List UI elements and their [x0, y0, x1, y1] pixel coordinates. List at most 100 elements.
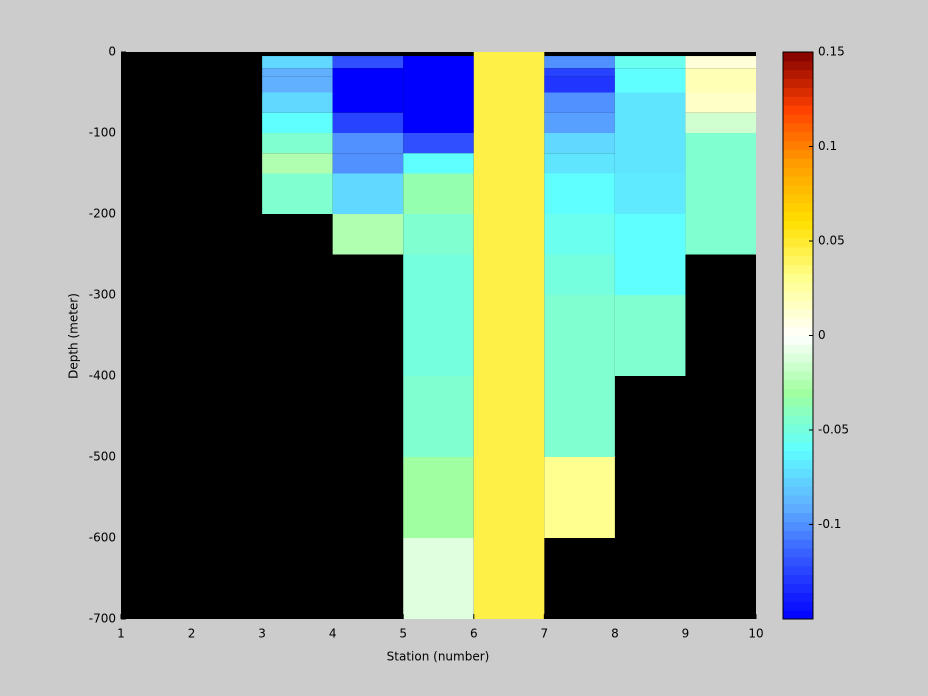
colorbar-swatch	[783, 370, 813, 381]
heatmap-cell	[403, 214, 474, 255]
colorbar-swatch	[783, 273, 813, 283]
heatmap-cell	[403, 254, 474, 376]
colorbar-swatch	[783, 432, 813, 443]
colorbar-swatch	[783, 548, 813, 558]
heatmap-cell	[544, 112, 615, 133]
y-tick-label: -600	[89, 531, 116, 545]
x-tick-label: 3	[258, 627, 266, 641]
heatmap-cell	[544, 153, 615, 174]
heatmap-cell	[262, 112, 333, 133]
colorbar-swatch	[783, 556, 813, 567]
colorbar-swatch	[783, 167, 813, 177]
colorbar-swatch	[783, 193, 813, 204]
heatmap-cell	[544, 295, 615, 457]
colorbar-swatch	[783, 486, 813, 496]
colorbar-swatch	[783, 450, 813, 461]
x-tick-label: 9	[682, 627, 690, 641]
colorbar-swatch	[783, 317, 813, 328]
heatmap-cell	[614, 173, 686, 214]
colorbar-swatch	[783, 335, 813, 345]
y-tick-label: -200	[89, 207, 116, 221]
colorbar-swatch	[783, 388, 813, 399]
heatmap-cell	[403, 56, 474, 133]
heatmap-cell	[544, 173, 615, 214]
colorbar-swatch	[783, 574, 813, 585]
heatmap-cell	[685, 68, 756, 93]
heatmap-cell	[544, 76, 615, 93]
x-tick-label: 7	[541, 627, 549, 641]
colorbar-swatch	[783, 291, 813, 301]
colorbar-swatch	[783, 149, 813, 159]
heatmap-cell	[262, 153, 333, 174]
colorbar-swatch	[783, 406, 813, 416]
heatmap-cell	[262, 92, 333, 113]
colorbar-swatch	[783, 105, 813, 115]
heatmap-cell	[614, 68, 686, 93]
colorbar-swatch	[783, 131, 813, 142]
heatmap-cell	[332, 153, 404, 174]
colorbar-tick-label: 0.05	[818, 234, 845, 248]
colorbar-swatch	[783, 87, 813, 97]
heatmap-cell	[544, 457, 615, 538]
y-tick-label: -300	[89, 288, 116, 302]
colorbar-tick-label: 0.15	[818, 45, 845, 59]
colorbar-swatch	[783, 424, 813, 434]
heatmap-cell	[685, 56, 756, 69]
colorbar-swatch	[783, 477, 813, 487]
colorbar-tick-label: -0.1	[818, 517, 841, 531]
colorbar-swatch	[783, 539, 813, 549]
colorbar-swatch	[783, 220, 813, 230]
y-tick-label: -100	[89, 126, 116, 140]
heatmap-cell	[544, 56, 615, 69]
heatmap-cell	[544, 254, 615, 295]
x-tick-label: 8	[611, 627, 619, 641]
x-tick-label: 2	[188, 627, 196, 641]
heatmap-cell	[262, 76, 333, 93]
heatmap-cell	[403, 376, 474, 457]
heatmap-cell	[403, 173, 474, 214]
heatmap-cell	[262, 173, 333, 214]
heatmap-cell	[614, 56, 686, 69]
x-tick-label: 5	[399, 627, 407, 641]
colorbar-swatch	[783, 300, 813, 310]
colorbar-swatch	[783, 512, 813, 523]
heatmap-cell	[614, 295, 686, 376]
heatmap-cell	[332, 173, 404, 214]
colorbar-swatch	[783, 211, 813, 221]
heatmap-cell	[544, 68, 615, 77]
colorbar-tick-label: -0.05	[818, 423, 849, 437]
colorbar-swatch	[783, 255, 813, 266]
colorbar-tick-label: 0.1	[818, 139, 837, 153]
colorbar-swatch	[783, 202, 813, 212]
heatmap-cell	[403, 133, 474, 154]
heatmap-cell	[332, 56, 404, 69]
colorbar-swatch	[783, 96, 813, 106]
colorbar-swatch	[783, 353, 813, 363]
x-tick-label: 10	[748, 627, 763, 641]
y-tick-label: -400	[89, 369, 116, 383]
colorbar-swatch	[783, 565, 813, 576]
heatmap-cell	[262, 56, 333, 69]
heatmap-cell	[614, 92, 686, 174]
heatmap-cell	[544, 133, 615, 154]
colorbar-swatch	[783, 592, 813, 602]
heatmap-cell	[473, 52, 545, 619]
heatmap-cell	[685, 92, 756, 113]
heatmap-cell	[332, 214, 404, 255]
colorbar-swatch	[783, 60, 813, 71]
colorbar-swatch	[783, 238, 813, 248]
colorbar-swatch	[783, 246, 813, 257]
colorbar-swatch	[783, 379, 813, 390]
heatmap-cell	[332, 68, 404, 113]
colorbar-tick-label: 0	[818, 328, 826, 342]
heatmap-cell	[403, 153, 474, 174]
colorbar-swatch	[783, 176, 813, 186]
colorbar-swatch	[783, 415, 813, 425]
colorbar-swatch	[783, 441, 813, 452]
heatmap-cell	[332, 133, 404, 154]
heatmap-cell	[685, 112, 756, 133]
x-tick-label: 1	[117, 627, 125, 641]
colorbar-swatch	[783, 494, 813, 505]
heatmap-cell	[262, 133, 333, 154]
